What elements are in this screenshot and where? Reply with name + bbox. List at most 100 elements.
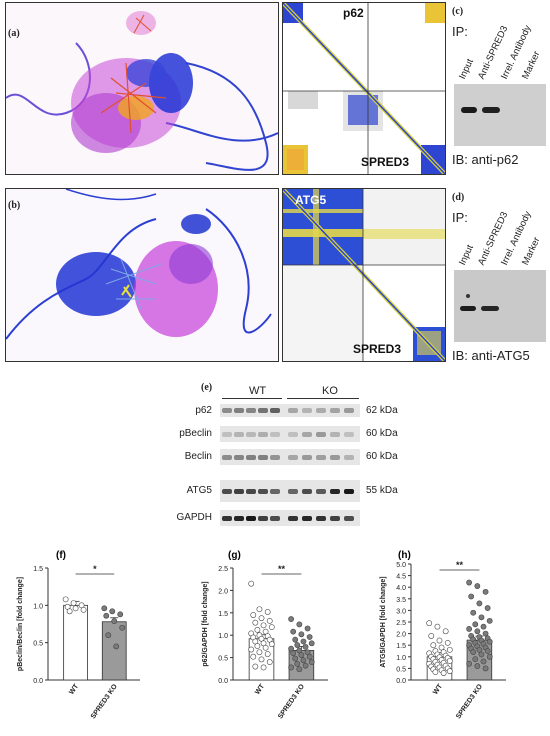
blot-band — [270, 515, 280, 521]
data-point — [268, 641, 275, 648]
y-tick-label: 5.0 — [396, 562, 406, 569]
y-tick-label: 1.5 — [396, 643, 406, 650]
panel-d-ib-label: IB: anti-ATG5 — [452, 348, 530, 363]
blot-band — [270, 454, 280, 460]
y-tick-label: 0.0 — [396, 678, 406, 685]
blot-band — [302, 488, 312, 494]
blot-band — [288, 408, 298, 413]
data-point — [70, 600, 77, 606]
data-point — [113, 643, 120, 650]
data-point — [480, 623, 487, 630]
data-point — [466, 626, 473, 632]
data-point — [266, 617, 273, 624]
data-point — [446, 668, 453, 675]
contact-map-b-art — [283, 189, 445, 361]
blot-band — [302, 515, 312, 521]
data-point — [308, 659, 315, 665]
data-point — [472, 656, 479, 663]
chart-2: (g) 0.0 0.5 1.0 1.5 2.0 2.5 p62/GAPDH [fold cha… — [202, 550, 328, 720]
data-point — [288, 664, 295, 671]
y-tick-label: 2.5 — [218, 566, 228, 573]
blot-band — [316, 408, 326, 413]
panel-d-band-1 — [460, 306, 476, 311]
data-point — [250, 612, 257, 618]
y-tick-label: 4.5 — [396, 574, 406, 581]
blot-band — [246, 408, 256, 413]
blot-band — [344, 454, 354, 460]
data-point — [260, 664, 267, 671]
data-point — [250, 653, 257, 660]
data-point — [426, 620, 433, 627]
panel-c-lane-4: Marker — [520, 49, 543, 81]
wt-group-line — [222, 398, 282, 399]
data-point — [252, 619, 259, 626]
blot-band — [222, 408, 232, 413]
y-tick-label: 3.0 — [396, 608, 406, 615]
data-point — [256, 606, 263, 613]
bar-wt — [63, 604, 88, 681]
chart-3: (h) 0.0 0.5 1.0 1.5 2.0 2.5 3.0 3.5 4.0 4.5 5.0 ATG5… — [380, 550, 506, 720]
data-point — [258, 656, 265, 663]
data-point — [486, 617, 493, 624]
blot-band — [302, 454, 312, 460]
y-axis-label: ATG5/GAPDH [fold change] — [380, 576, 387, 667]
data-point — [302, 643, 309, 650]
blot-strip-2 — [220, 426, 360, 442]
blot-row-label-4: ATG5 — [186, 485, 212, 496]
y-tick-label: 1.5 — [218, 611, 228, 618]
panel-b-letter: (b) — [8, 200, 21, 211]
contact-map-a-bottom-label: SPRED3 — [361, 155, 410, 169]
blot-band — [222, 515, 232, 521]
data-point — [292, 636, 299, 643]
data-point — [466, 579, 473, 586]
data-point — [262, 644, 269, 651]
protein-structure-b-art — [6, 189, 278, 361]
panel-a-letter: (a) — [8, 28, 20, 39]
data-point — [296, 621, 303, 628]
blot-band — [246, 431, 256, 437]
data-point — [302, 662, 309, 669]
data-point — [80, 606, 87, 613]
category-label: SPRED3 KO — [90, 683, 119, 721]
blot-band — [344, 431, 354, 437]
panel-c-blot — [454, 84, 546, 146]
group-label-wt: WT — [249, 385, 267, 397]
data-point — [468, 593, 475, 600]
data-point — [290, 628, 297, 635]
data-point — [440, 670, 447, 676]
data-point — [119, 624, 126, 631]
data-point — [298, 652, 305, 658]
data-point — [434, 623, 441, 630]
contact-map-a-top-label: p62 — [343, 6, 364, 20]
panel-d-ip-label: IP: — [452, 210, 468, 225]
data-point — [478, 651, 485, 658]
data-point — [111, 618, 118, 624]
data-point — [436, 637, 443, 644]
protein-structure-b — [5, 188, 279, 362]
data-point — [486, 653, 493, 660]
y-tick-label: 1.5 — [33, 566, 43, 573]
data-point — [62, 596, 69, 603]
data-point — [260, 622, 267, 629]
protein-structure-a — [5, 2, 279, 175]
panel-e-letter: (e) — [201, 382, 213, 393]
data-point — [466, 660, 473, 667]
data-point — [476, 600, 483, 607]
blot-band — [258, 408, 268, 413]
data-point — [294, 642, 301, 648]
category-label: WT — [68, 683, 80, 697]
y-tick-label: 0.5 — [218, 656, 228, 663]
y-tick-label: 2.5 — [396, 620, 406, 627]
y-tick-label: 0.0 — [218, 678, 228, 685]
significance-label: ** — [456, 560, 464, 570]
bar-charts: (f) 0.0 0.5 1.0 1.5 pBeclin/Beclin [fold chan… — [17, 550, 506, 721]
blot-band — [258, 488, 268, 494]
data-point — [252, 663, 259, 670]
data-point — [294, 660, 301, 667]
data-point — [430, 642, 437, 649]
panel-d-blot — [454, 270, 546, 342]
blot-kda-4: 55 kDa — [366, 485, 398, 496]
data-point — [446, 658, 453, 664]
blot-band — [234, 454, 244, 460]
data-point — [266, 659, 273, 665]
